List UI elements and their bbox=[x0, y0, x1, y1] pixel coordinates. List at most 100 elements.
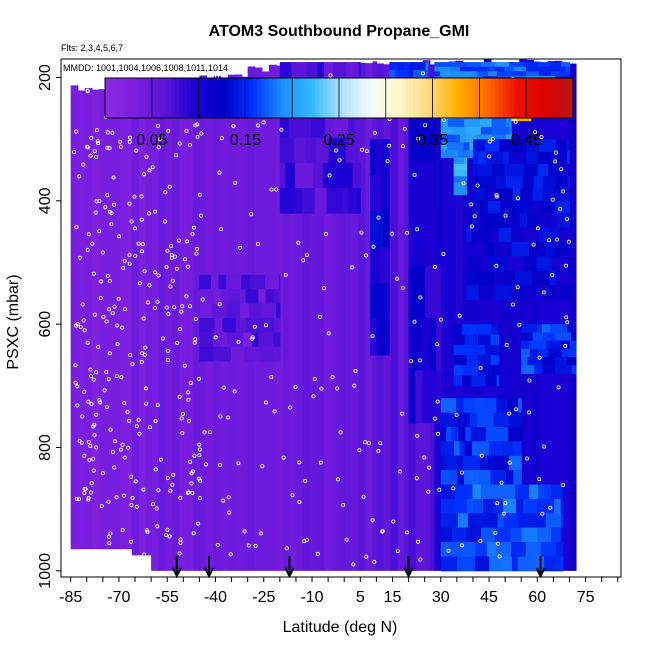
colorbar-swatch bbox=[498, 78, 504, 118]
heat-patch-cell bbox=[561, 348, 569, 358]
colorbar-swatch bbox=[171, 78, 176, 118]
colorbar-swatch bbox=[214, 78, 219, 118]
sample-dot bbox=[89, 490, 94, 495]
heat-patch-cell bbox=[440, 142, 448, 151]
heat-patch-cell bbox=[329, 162, 339, 189]
sample-dot bbox=[139, 194, 144, 199]
heat-patch-cell bbox=[478, 285, 496, 300]
sample-dot bbox=[86, 145, 91, 150]
sample-dot bbox=[94, 199, 99, 204]
sample-dot bbox=[155, 123, 160, 128]
sample-dot bbox=[147, 425, 152, 430]
heat-patch-cell bbox=[453, 170, 467, 177]
heat-patch-cell bbox=[494, 241, 513, 257]
colorbar-swatch bbox=[222, 78, 227, 118]
heat-patch-cell bbox=[440, 119, 449, 128]
heat-patch-cell bbox=[485, 139, 500, 152]
heat-patch-cell bbox=[523, 62, 539, 68]
heat-patch-cell bbox=[547, 163, 562, 177]
sample-dot bbox=[258, 531, 263, 536]
heat-patch-cell bbox=[491, 119, 507, 128]
sample-dot bbox=[127, 201, 132, 206]
sample-dot bbox=[177, 141, 182, 146]
sample-dot bbox=[156, 488, 161, 493]
heat-patch-cell bbox=[466, 285, 480, 300]
heat-patch-cell bbox=[555, 556, 561, 572]
sample-dot bbox=[92, 422, 97, 427]
sample-dot bbox=[146, 211, 151, 216]
sample-dot bbox=[194, 246, 199, 251]
heat-patch-cell bbox=[497, 513, 505, 529]
sample-dot bbox=[503, 501, 508, 506]
heat-patch-cell bbox=[509, 126, 513, 136]
sample-dot bbox=[527, 410, 532, 415]
heat-patch-cell bbox=[452, 126, 467, 136]
heat-patch-cell bbox=[261, 303, 277, 319]
heat-patch-cell bbox=[456, 455, 464, 471]
sample-dot bbox=[129, 503, 134, 508]
heat-patch-cell bbox=[297, 112, 312, 139]
heat-patch-cell bbox=[496, 398, 508, 414]
sample-dot bbox=[128, 539, 133, 544]
heat-patch-cell bbox=[538, 200, 557, 214]
sample-dot bbox=[284, 546, 289, 551]
heat-patch-cell bbox=[453, 355, 468, 366]
heat-band-cell bbox=[172, 84, 181, 571]
sample-dot bbox=[507, 460, 512, 465]
heat-patch-cell bbox=[532, 188, 543, 202]
sample-dot bbox=[114, 495, 119, 500]
heat-patch-cell bbox=[497, 324, 500, 335]
heat-patch-cell bbox=[538, 71, 552, 77]
sample-dot bbox=[155, 299, 160, 304]
heat-patch-cell bbox=[214, 318, 223, 333]
heat-band-cell bbox=[98, 89, 107, 550]
heat-band-cell bbox=[91, 89, 100, 550]
heat-patch-cell bbox=[474, 398, 484, 414]
colorbar-swatch bbox=[553, 78, 558, 118]
heat-patch-cell bbox=[440, 556, 458, 572]
heat-patch-cell bbox=[567, 176, 570, 189]
colorbar-swatch bbox=[502, 78, 508, 118]
colorbar-swatch bbox=[327, 78, 332, 118]
sample-dot bbox=[92, 433, 97, 438]
heat-patch-cell bbox=[457, 513, 469, 529]
colorbar-swatch bbox=[448, 78, 453, 118]
sample-dot bbox=[114, 374, 119, 379]
colorbar-swatch bbox=[471, 78, 477, 118]
heat-patch-cell bbox=[501, 176, 507, 189]
heat-patch-cell bbox=[466, 270, 478, 286]
heat-patch-cell bbox=[495, 62, 510, 68]
sample-dot bbox=[311, 394, 316, 399]
colorbar-swatch bbox=[405, 78, 410, 118]
sample-dot bbox=[186, 418, 191, 423]
heat-patch-cell bbox=[235, 318, 247, 333]
heat-patch-cell bbox=[463, 157, 468, 165]
sample-dot bbox=[380, 529, 385, 534]
sample-dot bbox=[218, 414, 223, 419]
sample-dot bbox=[192, 340, 197, 345]
sample-dot bbox=[88, 443, 93, 448]
sample-dot bbox=[395, 549, 400, 554]
heat-patch-cell bbox=[228, 289, 241, 305]
x-tick-label: 30 bbox=[432, 589, 450, 606]
sample-dot bbox=[236, 461, 241, 466]
sample-dot bbox=[501, 511, 506, 516]
sample-dot bbox=[525, 456, 530, 461]
sample-dot bbox=[221, 498, 226, 503]
sample-dot bbox=[107, 278, 112, 283]
chart-title: ATOM3 Southbound Propane_GMI bbox=[209, 23, 470, 40]
heat-patch-cell bbox=[453, 375, 463, 387]
heat-patch-cell bbox=[491, 163, 506, 177]
heat-patch-cell bbox=[465, 134, 477, 143]
heat-patch-cell bbox=[316, 137, 330, 164]
colorbar-tick-label: 0.15 bbox=[230, 132, 261, 149]
flight-arrows-layer bbox=[171, 556, 546, 579]
heat-patch-cell bbox=[555, 357, 568, 366]
heat-patch-cell bbox=[492, 134, 507, 143]
x-tick-label: -25 bbox=[252, 589, 275, 606]
heat-patch-cell bbox=[285, 162, 296, 189]
sample-dot bbox=[217, 462, 222, 467]
sample-dot bbox=[180, 304, 185, 309]
heat-patch-cell bbox=[560, 513, 564, 529]
